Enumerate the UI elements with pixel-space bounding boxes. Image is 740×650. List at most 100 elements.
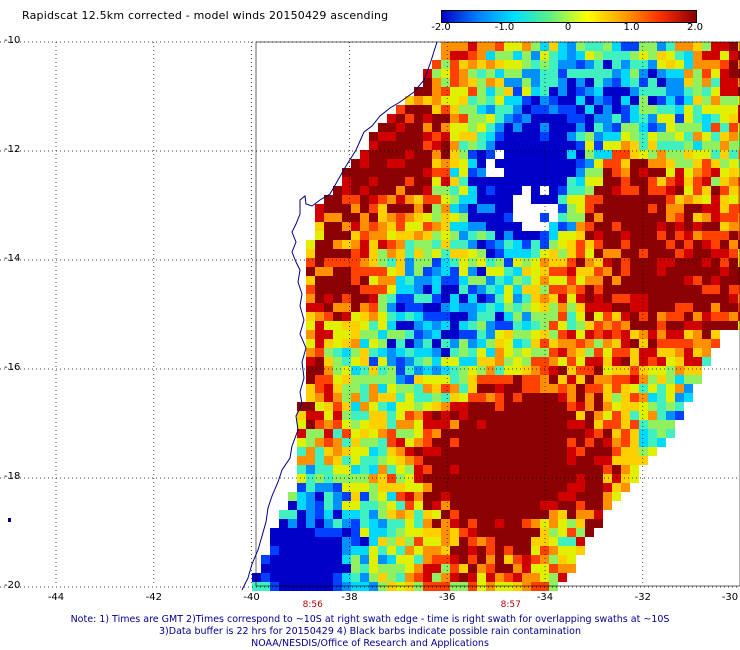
wind-cell — [639, 375, 648, 384]
wind-cell — [720, 195, 729, 204]
wind-cell — [576, 195, 585, 204]
wind-cell — [639, 420, 648, 429]
wind-cell — [342, 303, 351, 312]
wind-cell — [630, 375, 639, 384]
wind-cell — [549, 258, 558, 267]
wind-cell — [558, 402, 567, 411]
wind-cell — [324, 501, 333, 510]
wind-cell — [675, 87, 684, 96]
wind-cell — [351, 492, 360, 501]
wind-cell — [369, 276, 378, 285]
wind-cell — [495, 87, 504, 96]
wind-cell — [720, 78, 729, 87]
wind-cell — [414, 195, 423, 204]
wind-cell — [360, 357, 369, 366]
wind-cell — [720, 168, 729, 177]
wind-cell — [495, 42, 504, 51]
wind-cell — [315, 366, 324, 375]
wind-cell — [423, 483, 432, 492]
wind-cell — [495, 303, 504, 312]
wind-cell — [567, 213, 576, 222]
wind-cell — [558, 474, 567, 483]
wind-cell — [513, 294, 522, 303]
wind-cell — [450, 168, 459, 177]
wind-cell — [531, 60, 540, 69]
wind-cell — [324, 537, 333, 546]
wind-cell — [522, 267, 531, 276]
wind-cell — [522, 294, 531, 303]
wind-cell — [567, 60, 576, 69]
wind-cell — [504, 393, 513, 402]
wind-cell — [720, 303, 729, 312]
wind-cell — [477, 483, 486, 492]
wind-cell — [342, 438, 351, 447]
wind-cell — [594, 483, 603, 492]
wind-cell — [621, 69, 630, 78]
wind-cell — [351, 582, 360, 591]
wind-cell — [315, 276, 324, 285]
wind-cell — [603, 240, 612, 249]
wind-cell — [621, 96, 630, 105]
wind-cell — [495, 366, 504, 375]
wind-cell — [441, 168, 450, 177]
wind-cell — [693, 348, 702, 357]
wind-cell — [594, 357, 603, 366]
colorbar-tick-label: 1.0 — [623, 22, 640, 33]
longitude-tick-label: -40 — [243, 592, 260, 603]
wind-cell — [522, 150, 531, 159]
wind-cell — [585, 393, 594, 402]
wind-cell — [486, 393, 495, 402]
wind-cell — [738, 321, 740, 330]
wind-cell — [414, 222, 423, 231]
wind-cell — [675, 393, 684, 402]
wind-cell — [306, 312, 315, 321]
wind-cell — [603, 150, 612, 159]
wind-cell — [558, 501, 567, 510]
wind-cell — [459, 258, 468, 267]
wind-cell — [486, 42, 495, 51]
wind-cell — [360, 348, 369, 357]
wind-cell — [540, 366, 549, 375]
wind-cell — [513, 231, 522, 240]
wind-cell — [324, 357, 333, 366]
wind-cell — [333, 276, 342, 285]
wind-cell — [405, 204, 414, 213]
wind-cell — [603, 483, 612, 492]
wind-cell — [414, 483, 423, 492]
wind-cell — [396, 411, 405, 420]
wind-cell — [342, 393, 351, 402]
wind-cell — [738, 96, 740, 105]
wind-cell — [675, 258, 684, 267]
wind-cell — [585, 501, 594, 510]
wind-cell — [540, 159, 549, 168]
wind-cell — [666, 429, 675, 438]
wind-cell — [675, 240, 684, 249]
wind-cell — [585, 177, 594, 186]
wind-cell — [351, 375, 360, 384]
wind-cell — [585, 276, 594, 285]
wind-cell — [594, 339, 603, 348]
wind-cell — [513, 564, 522, 573]
wind-cell — [387, 168, 396, 177]
wind-cell — [306, 564, 315, 573]
wind-cell — [648, 285, 657, 294]
wind-cell — [513, 186, 522, 195]
wind-cell — [351, 177, 360, 186]
wind-cell — [702, 294, 711, 303]
wind-cell — [495, 492, 504, 501]
wind-cell — [567, 384, 576, 393]
wind-cell — [684, 177, 693, 186]
wind-cell — [468, 141, 477, 150]
wind-cell — [315, 357, 324, 366]
wind-cell — [504, 240, 513, 249]
wind-cell — [729, 276, 738, 285]
wind-cell — [450, 438, 459, 447]
wind-cell — [486, 87, 495, 96]
wind-cell — [612, 357, 621, 366]
wind-cell — [423, 123, 432, 132]
wind-cell — [576, 393, 585, 402]
wind-cell — [531, 294, 540, 303]
wind-cell — [558, 87, 567, 96]
wind-cell — [342, 420, 351, 429]
wind-cell — [729, 186, 738, 195]
